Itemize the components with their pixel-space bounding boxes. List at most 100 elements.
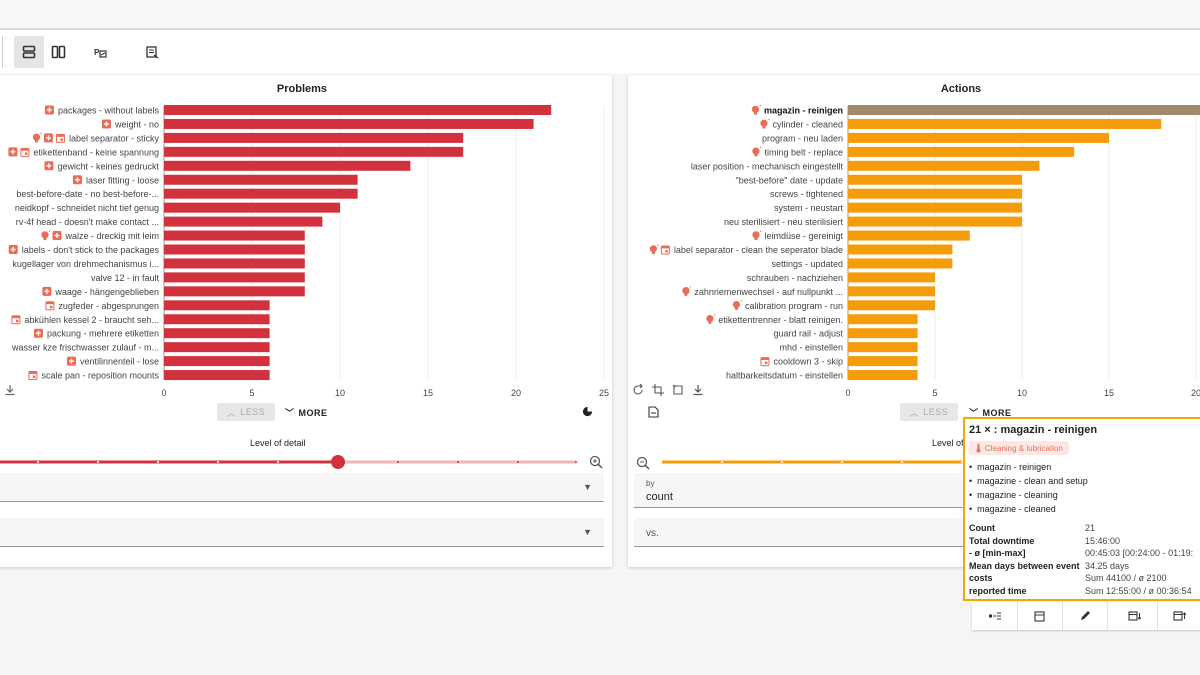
sort-date-asc-button[interactable] (1157, 602, 1200, 630)
bar[interactable] (164, 188, 358, 199)
bar[interactable] (164, 328, 270, 339)
tick-label: 25 (599, 388, 609, 398)
sort-date-desc-button[interactable] (1112, 602, 1158, 630)
stat-value: Sum 44100 / ø 2100 (1085, 573, 1167, 584)
bar[interactable] (164, 132, 464, 143)
bar[interactable] (848, 314, 918, 325)
panel-title: Actions (940, 83, 982, 95)
category-label: best-before-date - no best-before-... (16, 189, 159, 199)
zoom-in-button[interactable] (589, 455, 603, 469)
problems-chart: 0 5 10 15 20 25 packages - without labels weigh… (8, 105, 609, 398)
bar[interactable] (848, 216, 1022, 227)
bar[interactable] (164, 286, 305, 297)
download-button[interactable] (4, 384, 16, 396)
bar[interactable] (848, 286, 935, 297)
merge-button[interactable] (972, 602, 1018, 630)
bar[interactable] (848, 258, 953, 269)
less-button[interactable]: ︿ LESS (217, 403, 275, 421)
pareto-button[interactable]: P (86, 36, 114, 68)
bar[interactable] (848, 105, 1200, 115)
bulb-icon (649, 244, 659, 254)
bar[interactable] (848, 230, 970, 241)
bar[interactable] (848, 328, 918, 339)
bar[interactable] (848, 118, 1162, 129)
bar[interactable] (848, 272, 935, 283)
table-row: Total downtime 15:46:00 (969, 536, 1193, 549)
bar[interactable] (164, 202, 340, 213)
table-view-button[interactable] (1017, 602, 1063, 630)
bar[interactable] (164, 174, 358, 185)
bar[interactable] (164, 272, 305, 283)
group-by-select[interactable]: by count (634, 473, 974, 508)
toolbar-edge (0, 36, 3, 68)
bar[interactable] (848, 160, 1040, 171)
layout-rows-button[interactable] (14, 36, 44, 68)
chart-actions-row (632, 384, 704, 396)
calendar-icon (28, 371, 38, 381)
bar[interactable] (848, 202, 1022, 213)
bar[interactable] (164, 258, 305, 269)
pencil-icon (1080, 611, 1090, 620)
category-chip: Cleaning & lubrication (969, 441, 1069, 455)
bar[interactable] (164, 146, 464, 157)
category-label: zugfeder - abgesprungen (58, 301, 159, 311)
chevron-down-icon: ﹀ (285, 408, 295, 418)
bar[interactable] (848, 370, 918, 381)
bar[interactable] (848, 188, 1022, 199)
detail-slider[interactable] (0, 452, 592, 472)
export-button[interactable] (648, 406, 659, 418)
bar[interactable] (848, 146, 1075, 157)
bar[interactable] (164, 356, 270, 367)
bar[interactable] (164, 314, 270, 325)
tick-label: 0 (845, 388, 850, 398)
bar[interactable] (848, 132, 1109, 143)
plus-icon (42, 286, 52, 296)
category-label: laser position - mechanisch eingestellt (691, 161, 844, 171)
compare-select[interactable]: vs. (634, 518, 974, 547)
list-item: magazine - clean and setup (969, 474, 1088, 488)
bar[interactable] (848, 174, 1022, 185)
crop-icon[interactable] (652, 384, 664, 396)
top-bar (0, 0, 1200, 30)
pie-chart-button[interactable] (582, 406, 593, 417)
compare-select[interactable]: ▼ (0, 518, 604, 547)
calendar-icon (20, 147, 30, 157)
bar[interactable] (164, 230, 305, 241)
category-label: abkühlen kessel 2 - braucht seh... (24, 315, 159, 325)
bar[interactable] (848, 356, 918, 367)
bar[interactable] (164, 300, 270, 311)
toolbar: P (0, 30, 1200, 74)
detail-slider[interactable] (658, 452, 988, 472)
tooltip-stats: Count 21 Total downtime 15:46:00 - ø [min-… (969, 523, 1193, 599)
category-label: schrauben - nachziehen (747, 273, 843, 283)
crop-alt-icon[interactable] (672, 384, 684, 396)
bar[interactable] (164, 118, 534, 129)
pareto-icon: P (94, 48, 107, 58)
bar[interactable] (848, 342, 918, 353)
chevron-down-icon: ﹀ (969, 408, 979, 418)
group-by-select[interactable]: ▼ (0, 473, 604, 502)
less-button[interactable]: ︿ LESS (900, 403, 958, 421)
more-button[interactable]: ﹀ MORE (969, 406, 1012, 419)
more-button[interactable]: ﹀ MORE (285, 406, 328, 419)
report-button[interactable] (138, 36, 166, 68)
bar[interactable] (164, 105, 552, 115)
zoom-out-button[interactable] (636, 456, 650, 470)
bar[interactable] (848, 244, 953, 255)
bar[interactable] (164, 216, 323, 227)
layout-columns-button[interactable] (44, 36, 72, 68)
bar[interactable] (848, 300, 935, 311)
download-icon[interactable] (692, 384, 704, 396)
table-row: Mean days between event 34.25 days (969, 561, 1193, 574)
bar[interactable] (164, 342, 270, 353)
layout-columns-icon (51, 45, 65, 59)
bar[interactable] (164, 370, 270, 381)
refresh-icon[interactable] (632, 384, 644, 396)
dropdown-arrow-icon: ▼ (583, 527, 592, 537)
bar[interactable] (164, 160, 411, 171)
edit-button[interactable] (1062, 602, 1108, 630)
bar-tooltip: 21 × : magazin - reinigen Cleaning & lub… (963, 417, 1200, 601)
merge-icon (988, 612, 1001, 620)
detail-slider-thumb[interactable] (331, 455, 345, 469)
bar[interactable] (164, 244, 305, 255)
